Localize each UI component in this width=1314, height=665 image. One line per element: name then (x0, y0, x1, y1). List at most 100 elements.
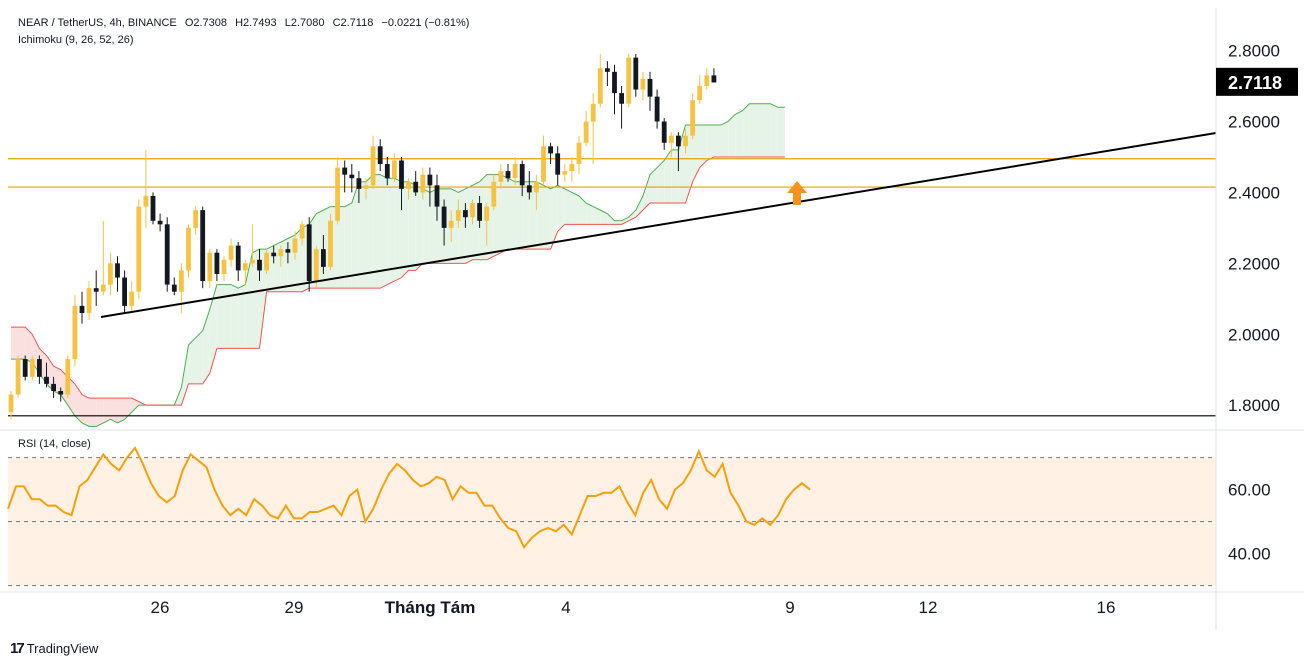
cloud-segment (103, 398, 111, 423)
time-tick-label: 29 (285, 598, 304, 617)
time-tick-label: 4 (561, 598, 570, 617)
trendline (100, 132, 1217, 318)
cloud-segment (642, 174, 650, 211)
candle-body (392, 160, 397, 179)
candle-body (242, 263, 248, 271)
cloud-segment (216, 284, 224, 349)
time-tick-label: 26 (151, 598, 170, 617)
symbol-name[interactable]: NEAR / TetherUS, 4h, BINANCE (18, 17, 177, 29)
cloud-segment (415, 185, 423, 271)
candle-body (278, 249, 284, 257)
candle-body (640, 78, 646, 90)
candle-body (562, 171, 568, 175)
trendline-layer (100, 132, 1217, 318)
cloud-segment (508, 178, 516, 250)
candle-body (683, 135, 688, 147)
open-value: O2.7308 (184, 17, 228, 29)
candle-body (37, 359, 42, 377)
candle-body (512, 164, 518, 179)
candle-body (79, 305, 85, 313)
indicator-legend[interactable]: Ichimoku (9, 26, 52, 26) (18, 34, 139, 46)
cloud-segment (401, 181, 409, 278)
cloud-segment (614, 220, 622, 225)
cloud-segment (195, 330, 203, 384)
rsi-legend[interactable]: RSI (14, close) (18, 438, 96, 450)
price-tick-label: 2.0000 (1228, 325, 1280, 344)
cloud-segment (89, 398, 97, 427)
candle-body (200, 210, 206, 282)
cloud-segment (110, 398, 118, 423)
cloud-segment (82, 394, 90, 427)
candle-body (193, 210, 198, 228)
cloud-segment (252, 249, 260, 349)
candle-body (214, 252, 220, 274)
candle-body (498, 171, 504, 182)
cloud-segment (564, 188, 572, 225)
tradingview-name: TradingView (26, 641, 99, 656)
candle-body (186, 227, 191, 271)
candle-body (654, 96, 660, 122)
rsi-label[interactable]: RSI (14, close) (18, 438, 91, 450)
horizontal-levels (8, 158, 1216, 417)
cloud-segment (337, 206, 345, 289)
cloud-segment (692, 125, 700, 182)
candle-body (313, 249, 319, 282)
cloud-segment (238, 284, 246, 349)
candle-body (668, 135, 674, 143)
tradingview-brand[interactable]: 17 TradingView (10, 640, 98, 657)
candle-body (136, 206, 142, 292)
cloud-segment (408, 181, 416, 271)
cloud-segment (74, 383, 82, 423)
candle-body (235, 245, 241, 271)
candle-body (72, 305, 78, 360)
candle-body (519, 164, 525, 186)
cloud-segment (500, 174, 508, 253)
cloud-segment (422, 188, 430, 264)
rsi-tick-label: 40.00 (1228, 545, 1271, 564)
candle-body (179, 270, 184, 292)
tradingview-logo: 17 (10, 640, 25, 657)
rsi-tick-label: 60.00 (1228, 481, 1271, 500)
candle-body (413, 181, 419, 193)
cloud-segment (571, 192, 579, 225)
candle-body (363, 185, 369, 189)
cloud-segment (351, 181, 359, 289)
cloud-segment (515, 181, 523, 250)
cloud-segment (18, 327, 26, 360)
candle-body (29, 359, 35, 377)
cloud-segment (607, 213, 615, 225)
candle-body (470, 203, 475, 218)
candle-body (8, 394, 14, 413)
candle-body (569, 164, 575, 172)
cloud-segment (181, 344, 189, 406)
cloud-segment (245, 252, 253, 349)
cloud-segment (600, 210, 608, 225)
candle-body (356, 178, 362, 189)
candle-body (597, 68, 603, 104)
cloud-segment (664, 149, 672, 204)
cloud-segment (280, 238, 288, 292)
candle-body (370, 146, 376, 186)
candle-body (93, 288, 99, 292)
candle-body (619, 93, 624, 104)
candle-body (541, 146, 546, 182)
candle-body (434, 185, 440, 207)
candle-body (349, 174, 355, 179)
cloud-segment (650, 167, 658, 204)
price-tick-label: 2.6000 (1228, 112, 1280, 131)
cloud-segment (373, 174, 381, 289)
cloud-segment (25, 327, 33, 363)
candle-body (427, 174, 433, 186)
cloud-segment (699, 125, 707, 168)
cloud-segment (380, 174, 388, 289)
ichimoku-label[interactable]: Ichimoku (9, 26, 52, 26) (18, 34, 134, 46)
candle-body (342, 167, 348, 175)
cloud-segment (96, 398, 104, 427)
leading-span-b-line (11, 156, 785, 406)
leading-span-a-line (11, 103, 785, 427)
rsi-line (7, 446, 811, 550)
time-tick-label: 16 (1097, 598, 1116, 617)
cloud-segment (763, 103, 771, 157)
candle-body (441, 206, 447, 228)
cloud-segment (557, 185, 565, 232)
